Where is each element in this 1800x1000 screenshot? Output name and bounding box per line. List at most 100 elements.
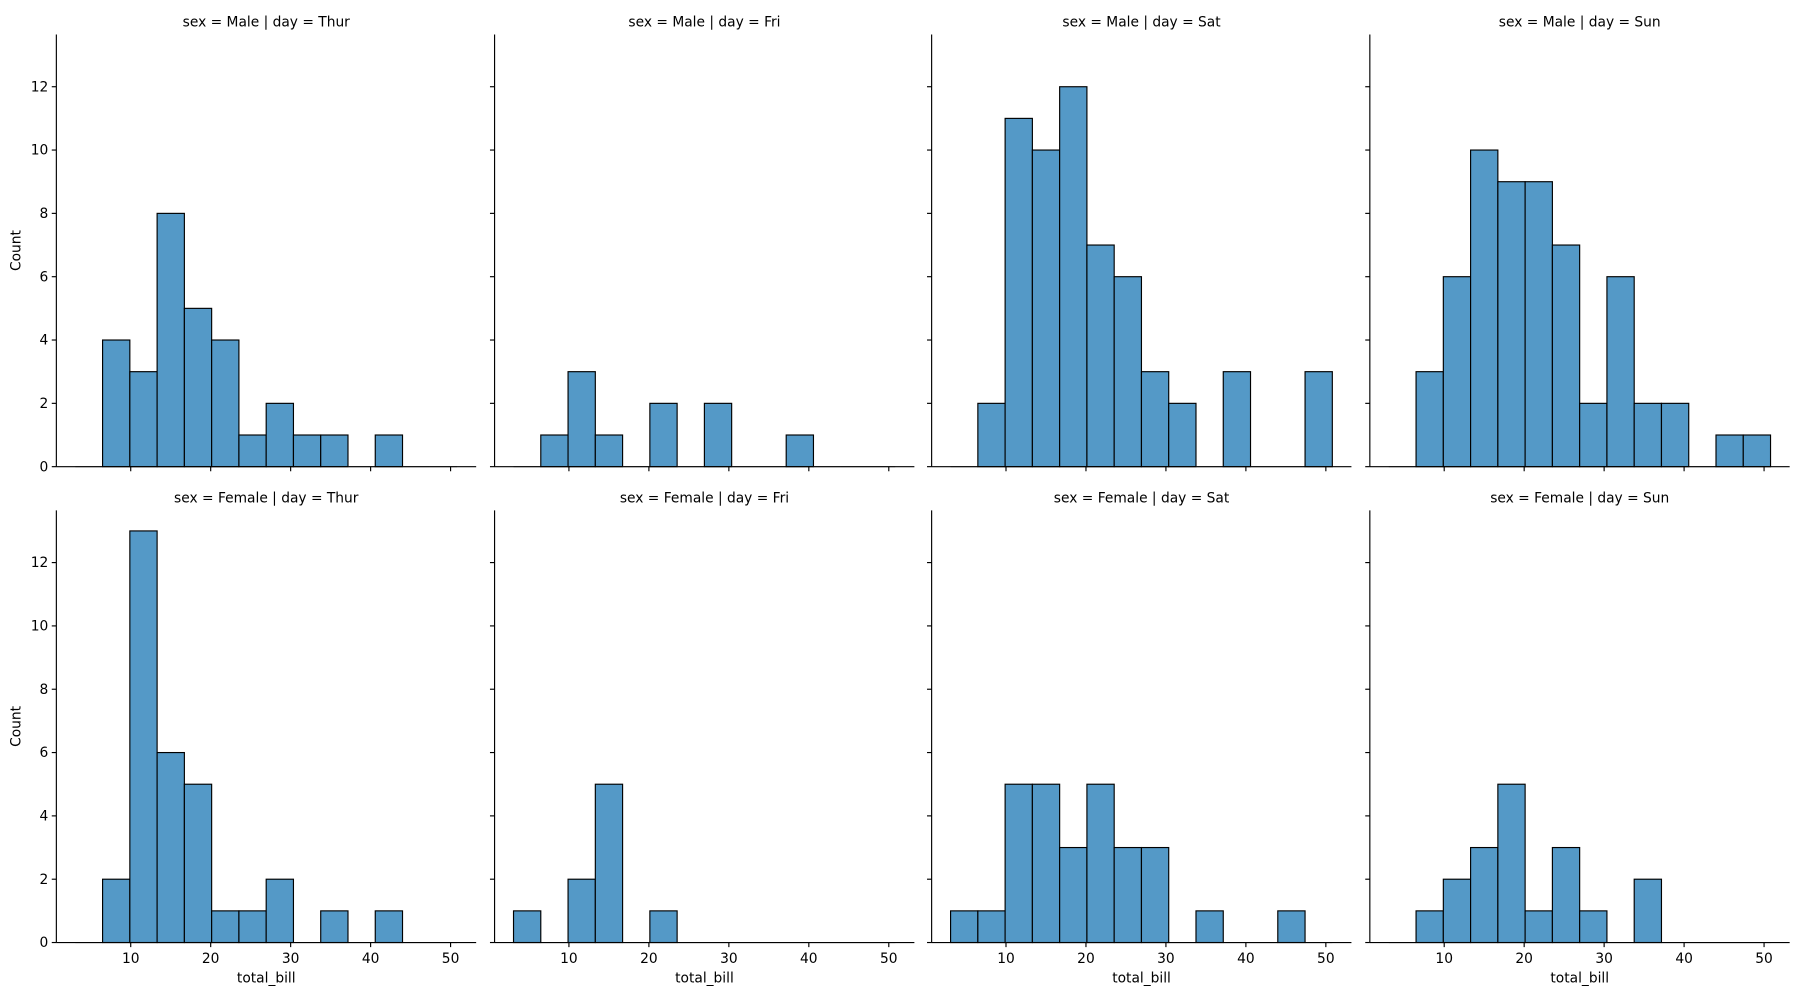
x-axis-label: total_bill <box>1112 971 1171 987</box>
histogram-bar <box>1277 910 1306 944</box>
x-tick-label: 20 <box>1077 951 1095 967</box>
panel-title: sex = Male | day = Thur <box>183 14 351 30</box>
x-tick-label: 30 <box>1595 951 1613 967</box>
panel-title: sex = Female | day = Sat <box>1054 490 1230 506</box>
histogram-bar <box>1304 371 1333 468</box>
histogram-bar <box>1551 846 1581 944</box>
histogram-bar <box>238 434 267 468</box>
histogram-bar <box>265 402 295 468</box>
histogram-bar <box>1742 434 1772 468</box>
panel-title: sex = Male | day = Sat <box>1062 14 1221 30</box>
x-tick-label: 50 <box>880 951 898 967</box>
y-tick-label: 4 <box>40 333 49 349</box>
histogram-bar <box>1415 910 1444 944</box>
facet-panel: sex = Male | day = Sun <box>1365 14 1790 472</box>
histogram-bar <box>567 371 596 468</box>
panel-title: sex = Female | day = Thur <box>174 490 359 506</box>
histogram-bar <box>265 878 295 944</box>
histogram-bar <box>1606 276 1635 468</box>
facet-panel: sex = Male | day = Fri <box>489 14 915 472</box>
panel-title: sex = Female | day = Fri <box>620 490 789 506</box>
x-tick-label: 40 <box>1675 951 1693 967</box>
histogram-bar <box>977 910 1006 944</box>
y-tick-label: 0 <box>40 459 49 475</box>
histogram-bar <box>1031 783 1061 944</box>
x-tick-label: 50 <box>1317 951 1335 967</box>
histogram-bar <box>1113 276 1143 468</box>
x-tick-label: 10 <box>122 951 140 967</box>
histogram-bar <box>1524 181 1553 468</box>
histogram-bar <box>1004 783 1033 944</box>
y-tick-label: 6 <box>40 269 49 285</box>
y-tick-label: 2 <box>40 396 49 412</box>
facet-panel: 0 2 4 6 8 10 12 sex = Male | day = Thur Count <box>9 14 477 475</box>
x-axis-label: total_bill <box>675 971 734 987</box>
histogram-bar <box>1715 434 1744 468</box>
histogram-bar <box>649 402 678 468</box>
histogram-bar <box>594 783 624 944</box>
y-tick-label: 12 <box>31 555 49 571</box>
facet-panel: 10 20 30 40 50 sex = Female | day = Sat total_… <box>927 490 1352 987</box>
histogram-bar <box>1059 846 1088 944</box>
y-tick-label: 0 <box>40 935 49 951</box>
x-tick-label: 30 <box>282 951 300 967</box>
x-tick-label: 20 <box>202 951 220 967</box>
y-tick-label: 4 <box>40 808 49 824</box>
histogram-bar <box>1579 402 1608 468</box>
x-tick-label: 10 <box>560 951 578 967</box>
histogram-bar <box>102 878 131 944</box>
facet-panel: 10 20 30 40 50 sex = Female | day = Sun total_… <box>1365 490 1790 987</box>
y-axis-label: Count <box>9 705 25 747</box>
y-axis-label: Count <box>9 230 25 272</box>
histogram-bar <box>567 878 596 944</box>
histogram-bar <box>1497 783 1526 944</box>
histogram-bar <box>1059 86 1088 468</box>
x-tick-label: 40 <box>800 951 818 967</box>
histogram-bar <box>1168 402 1197 468</box>
histogram-bar <box>1140 846 1170 944</box>
facet-panel: 10 20 30 40 50 sex = Female | day = Fri total_… <box>489 490 915 987</box>
y-tick-label: 6 <box>40 745 49 761</box>
panel-title: sex = Male | day = Fri <box>628 14 780 30</box>
histogram-bar <box>320 434 349 468</box>
x-axis-label: total_bill <box>237 971 296 987</box>
histogram-bar <box>1222 371 1252 468</box>
histogram-bar <box>238 910 267 944</box>
x-tick-label: 30 <box>1157 951 1175 967</box>
histogram-bar <box>703 402 733 468</box>
histogram-bar <box>1442 878 1472 944</box>
histogram-bar <box>1660 402 1690 468</box>
histogram-bar <box>156 212 185 468</box>
x-tick-label: 50 <box>1755 951 1773 967</box>
y-tick-label: 10 <box>31 143 49 159</box>
histogram-bar <box>950 910 979 944</box>
histogram-bar <box>1470 846 1499 944</box>
panel-title: sex = Female | day = Sun <box>1490 490 1669 506</box>
histogram-bar <box>102 339 131 468</box>
histogram-bar <box>183 783 213 944</box>
histogram-bar <box>211 910 240 944</box>
y-tick-label: 8 <box>40 682 49 698</box>
histogram-bar <box>374 910 404 944</box>
histogram-bar <box>320 910 349 944</box>
histogram-bar <box>594 434 624 468</box>
histogram-bar <box>1633 402 1663 468</box>
x-tick-label: 40 <box>362 951 380 967</box>
histogram-bar <box>1031 149 1061 468</box>
histogram-bar <box>1195 910 1224 944</box>
facet-panel: 0 2 4 6 8 10 12 10 20 30 40 50 sex = Female | day = … <box>9 490 477 987</box>
x-tick-label: 50 <box>442 951 460 967</box>
histogram-bar <box>1633 878 1663 944</box>
histogram-bar <box>156 751 185 944</box>
histogram-bar <box>1113 846 1143 944</box>
histogram-bar <box>977 402 1006 468</box>
y-tick-label: 8 <box>40 206 49 222</box>
histogram-bar <box>512 910 542 944</box>
histogram-bar <box>1470 149 1499 468</box>
histogram-bar <box>1442 276 1472 468</box>
histogram-bar <box>1497 181 1526 468</box>
histogram-bar <box>1551 244 1581 468</box>
histogram-bar <box>292 434 322 468</box>
x-tick-label: 10 <box>1435 951 1453 967</box>
